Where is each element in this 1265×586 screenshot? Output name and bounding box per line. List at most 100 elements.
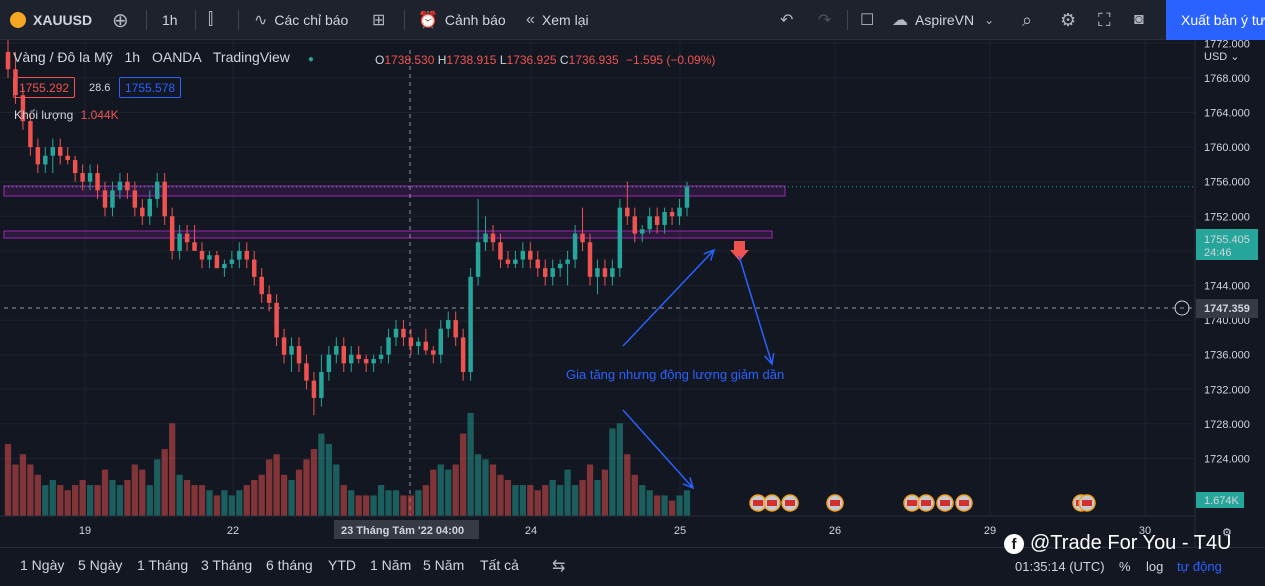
candle[interactable] [356, 354, 361, 360]
candle[interactable] [304, 363, 309, 381]
candle[interactable] [408, 337, 414, 347]
candle[interactable] [498, 242, 503, 260]
candle[interactable] [401, 328, 406, 338]
candle[interactable] [438, 328, 444, 355]
candle[interactable] [393, 328, 399, 338]
candle[interactable] [684, 186, 690, 208]
symbol-search[interactable]: XAUUSD [10, 0, 92, 40]
candle[interactable] [460, 337, 466, 372]
candle[interactable] [371, 359, 376, 364]
compare-button[interactable]: ⊕ [112, 0, 136, 40]
down-arrow-marker[interactable] [730, 241, 749, 261]
range-button[interactable]: 5 Năm [423, 557, 465, 573]
sell-button[interactable]: 1755.292 [13, 77, 76, 98]
candle[interactable] [35, 147, 41, 165]
axis-settings-icon[interactable]: ⚙ [1222, 527, 1232, 539]
candle[interactable] [550, 268, 555, 277]
candle[interactable] [557, 263, 563, 269]
candle[interactable] [177, 233, 182, 251]
candle[interactable] [162, 181, 167, 217]
fullscreen-area-button[interactable]: ☐ [860, 0, 881, 40]
chart-type-button[interactable]: ⫿ [208, 0, 220, 40]
account-button[interactable]: ☁ AspireVN ⌄ [892, 0, 1001, 40]
candle[interactable] [572, 233, 578, 260]
annotation-text[interactable]: Gia tăng nhưng động lượng giảm dần [566, 367, 784, 382]
percent-toggle[interactable]: % [1119, 559, 1131, 574]
candle[interactable] [214, 255, 220, 269]
candle[interactable] [244, 250, 250, 260]
candle[interactable] [348, 354, 354, 364]
resistance-zone-upper[interactable] [3, 185, 786, 197]
candle[interactable] [662, 211, 667, 225]
candle[interactable] [117, 181, 123, 191]
currency-label[interactable]: USD ⌄ [1204, 51, 1240, 63]
alert-button[interactable]: ⏰ Cảnh báo [418, 0, 506, 40]
range-button[interactable]: 1 Tháng [137, 557, 189, 573]
range-button[interactable]: 6 tháng [266, 557, 313, 573]
candle[interactable] [475, 242, 481, 277]
range-button[interactable]: 5 Ngày [78, 557, 123, 573]
candle[interactable] [87, 173, 93, 182]
candle[interactable] [654, 216, 660, 225]
candle[interactable] [169, 216, 175, 251]
settings-button[interactable]: ⚙ [1060, 0, 1083, 40]
candle[interactable] [587, 242, 593, 277]
candle[interactable] [311, 380, 317, 398]
candle[interactable] [468, 276, 473, 372]
candle[interactable] [229, 259, 235, 264]
candle[interactable] [207, 255, 212, 260]
volume-arrow-down[interactable] [622, 409, 694, 489]
candle[interactable] [296, 346, 302, 364]
candle[interactable] [453, 320, 458, 338]
layouts-button[interactable]: ⊞ [372, 0, 392, 40]
candle[interactable] [505, 259, 511, 264]
candle[interactable] [535, 259, 541, 269]
candle[interactable] [102, 190, 108, 208]
candle[interactable] [363, 359, 369, 364]
candle[interactable] [386, 337, 391, 355]
candle[interactable] [192, 242, 197, 251]
candle[interactable] [334, 346, 339, 355]
buy-button[interactable]: 1755.578 [119, 77, 182, 98]
redo-button[interactable]: ↷ [818, 0, 838, 40]
candle[interactable] [251, 259, 257, 277]
undo-button[interactable]: ↶ [780, 0, 800, 40]
candle[interactable] [669, 211, 675, 217]
candle[interactable] [445, 320, 451, 329]
candle[interactable] [274, 302, 279, 338]
candle[interactable] [326, 354, 332, 372]
log-toggle[interactable]: log [1146, 559, 1163, 574]
resistance-zone-lower[interactable] [3, 230, 773, 239]
candle[interactable] [378, 354, 384, 360]
candle[interactable] [184, 233, 190, 243]
candle[interactable] [319, 372, 324, 398]
candle[interactable] [289, 346, 294, 355]
candle[interactable] [416, 341, 421, 347]
candle[interactable] [154, 181, 160, 199]
trend-arrow-down[interactable] [738, 255, 773, 365]
range-button[interactable]: YTD [328, 557, 356, 573]
candle[interactable] [222, 263, 227, 269]
candle[interactable] [95, 173, 100, 191]
candle[interactable] [72, 160, 78, 174]
candle[interactable] [266, 294, 272, 303]
range-button[interactable]: 1 Ngày [20, 557, 65, 573]
candle[interactable] [125, 181, 130, 191]
snapshot-button[interactable]: ◙ [1134, 0, 1151, 40]
candle[interactable] [132, 190, 138, 208]
candle[interactable] [13, 69, 18, 96]
candle[interactable] [610, 268, 615, 277]
candle[interactable] [513, 259, 518, 264]
indicators-button[interactable]: ∿ Các chỉ báo [254, 0, 348, 40]
chart-area[interactable]: Gia tăng nhưng động lượng giảm dần USD ⌄ 1… [0, 34, 1265, 547]
candle[interactable] [595, 268, 600, 277]
trend-arrow-up[interactable] [622, 249, 715, 347]
candle[interactable] [5, 51, 11, 70]
publish-button[interactable]: Xuất bản ý tư [1166, 0, 1265, 40]
date-range-icon[interactable]: ⇆ [552, 558, 566, 575]
candle[interactable] [147, 199, 153, 217]
candle[interactable] [43, 155, 48, 165]
candle[interactable] [639, 229, 645, 234]
range-button[interactable]: 3 Tháng [201, 557, 253, 573]
candle[interactable] [259, 276, 264, 295]
